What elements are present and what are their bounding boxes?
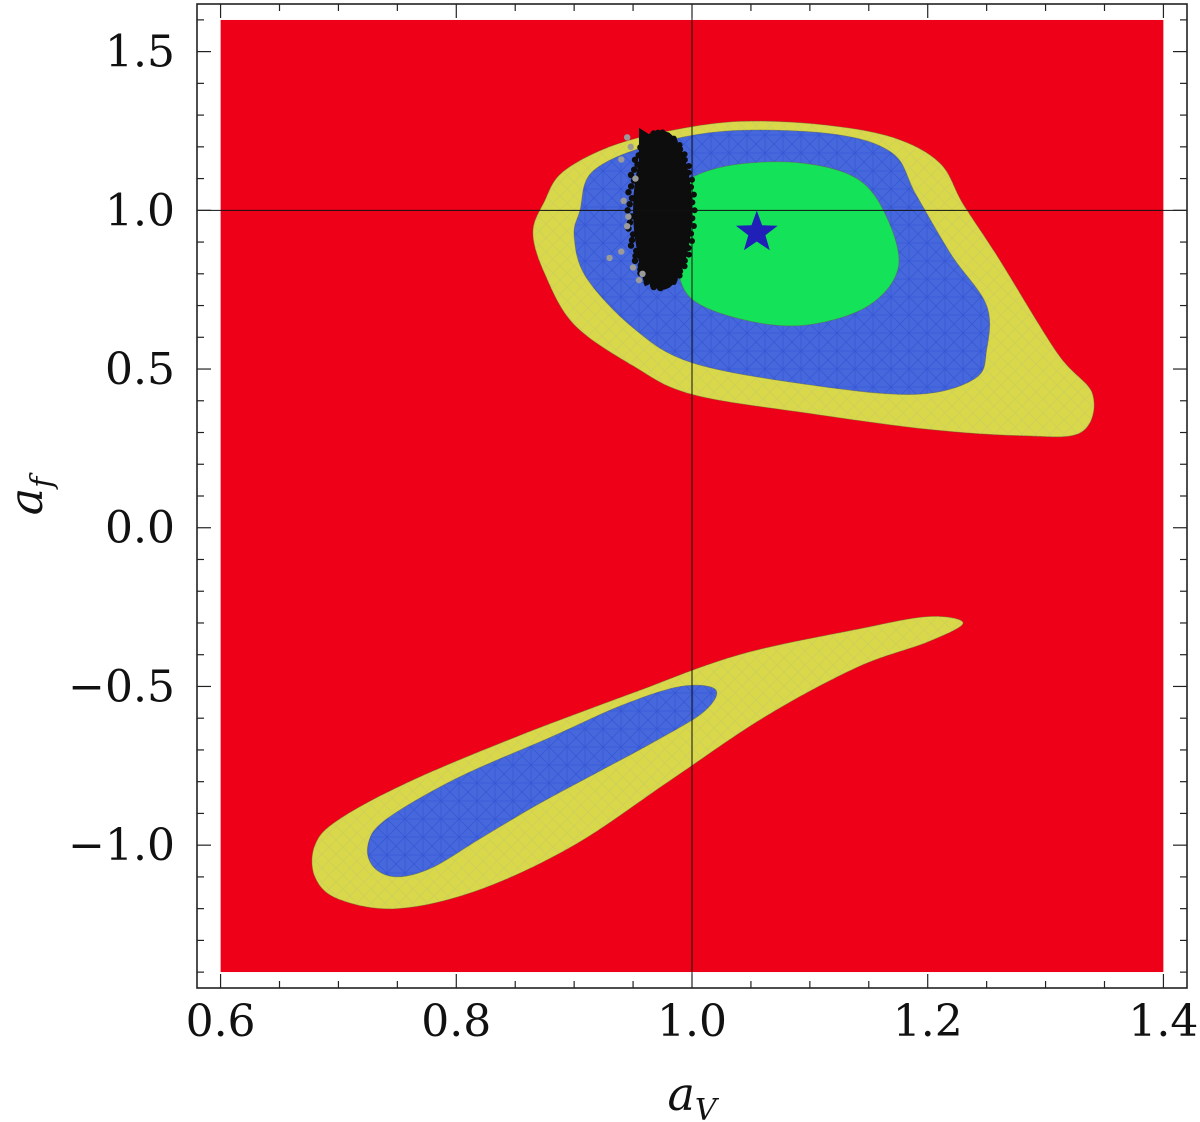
lower-blue-mesh <box>367 685 717 877</box>
y-tick-label: −0.5 <box>68 661 175 712</box>
y-tick-label: 1.5 <box>105 27 175 78</box>
scatter-point <box>659 282 666 289</box>
best-fit-marker <box>735 210 778 251</box>
scatter-point <box>635 152 642 159</box>
scatter-point <box>632 252 639 260</box>
gray-scatter-point <box>625 213 632 220</box>
gray-scatter-point <box>618 156 625 163</box>
axis-ticks <box>197 4 1187 988</box>
gray-scatter-point <box>629 264 637 271</box>
scatter-point <box>629 231 637 238</box>
y-tick-label: 0.0 <box>105 503 175 554</box>
gray-scatter-point <box>618 248 625 255</box>
scatter-point <box>676 272 683 279</box>
scatter-point <box>681 257 688 264</box>
scatter-point <box>659 131 666 138</box>
scatter-point <box>631 156 639 163</box>
scatter-point <box>631 166 638 173</box>
scatter-point <box>639 148 646 155</box>
x-tick-label: 1.4 <box>1128 996 1198 1047</box>
scatter-point <box>643 279 650 286</box>
y-tick-label: 1.0 <box>105 185 175 236</box>
scatter-point <box>627 183 635 190</box>
scatter-point <box>634 161 641 168</box>
scatter-point <box>685 251 692 258</box>
scatter-point <box>664 282 671 289</box>
scatter-point <box>681 151 688 158</box>
scatter-point <box>670 279 677 285</box>
scatter-point <box>685 163 692 169</box>
x-tick-label: 0.6 <box>186 996 256 1047</box>
gray-scatter-point <box>632 175 639 182</box>
scatter-point <box>631 257 639 264</box>
scatter-point <box>688 184 695 190</box>
scatter-point <box>633 247 640 255</box>
scatter-point <box>628 236 636 244</box>
y-axis-label: af <box>0 472 60 515</box>
x-axis-label: aV <box>667 1067 719 1122</box>
gray-scatter-point <box>635 276 643 284</box>
reference-lines <box>197 4 1187 988</box>
scatter-point <box>627 242 635 249</box>
gray-scatter-point <box>639 270 646 278</box>
gray-scatter-point <box>620 197 627 204</box>
y-tick-label: 0.5 <box>105 344 175 395</box>
scatter-point <box>681 263 688 270</box>
gray-scatter-point <box>606 254 613 262</box>
y-tick-label: −1.0 <box>68 820 175 871</box>
scatter-point <box>626 201 633 208</box>
scatter-point <box>685 245 692 251</box>
scatter-point <box>685 169 692 176</box>
upper-green-region <box>662 161 900 327</box>
y-tick-labels: 1.5 1.0 0.5 0.0 −0.5 −1.0 <box>68 27 175 872</box>
scatter-point <box>665 133 672 140</box>
gray-scatter-point <box>623 222 631 230</box>
x-tick-label: 0.8 <box>421 996 491 1047</box>
scatter-point <box>671 138 678 145</box>
scatter-point <box>677 146 684 153</box>
gray-scatter-point <box>623 134 631 141</box>
x-tick-labels: 0.6 0.8 1.0 1.2 1.4 <box>186 996 1199 1047</box>
scatter-point <box>627 171 635 179</box>
scatter-point <box>650 283 657 291</box>
scatter-point <box>628 195 636 202</box>
gray-scatter-point <box>627 143 634 151</box>
x-tick-label: 1.2 <box>893 996 963 1047</box>
scatter-point <box>681 156 688 163</box>
scatter-point <box>688 230 695 237</box>
best-fit-star <box>735 210 778 251</box>
scatter-point <box>625 189 632 196</box>
x-tick-label: 1.0 <box>657 996 727 1047</box>
